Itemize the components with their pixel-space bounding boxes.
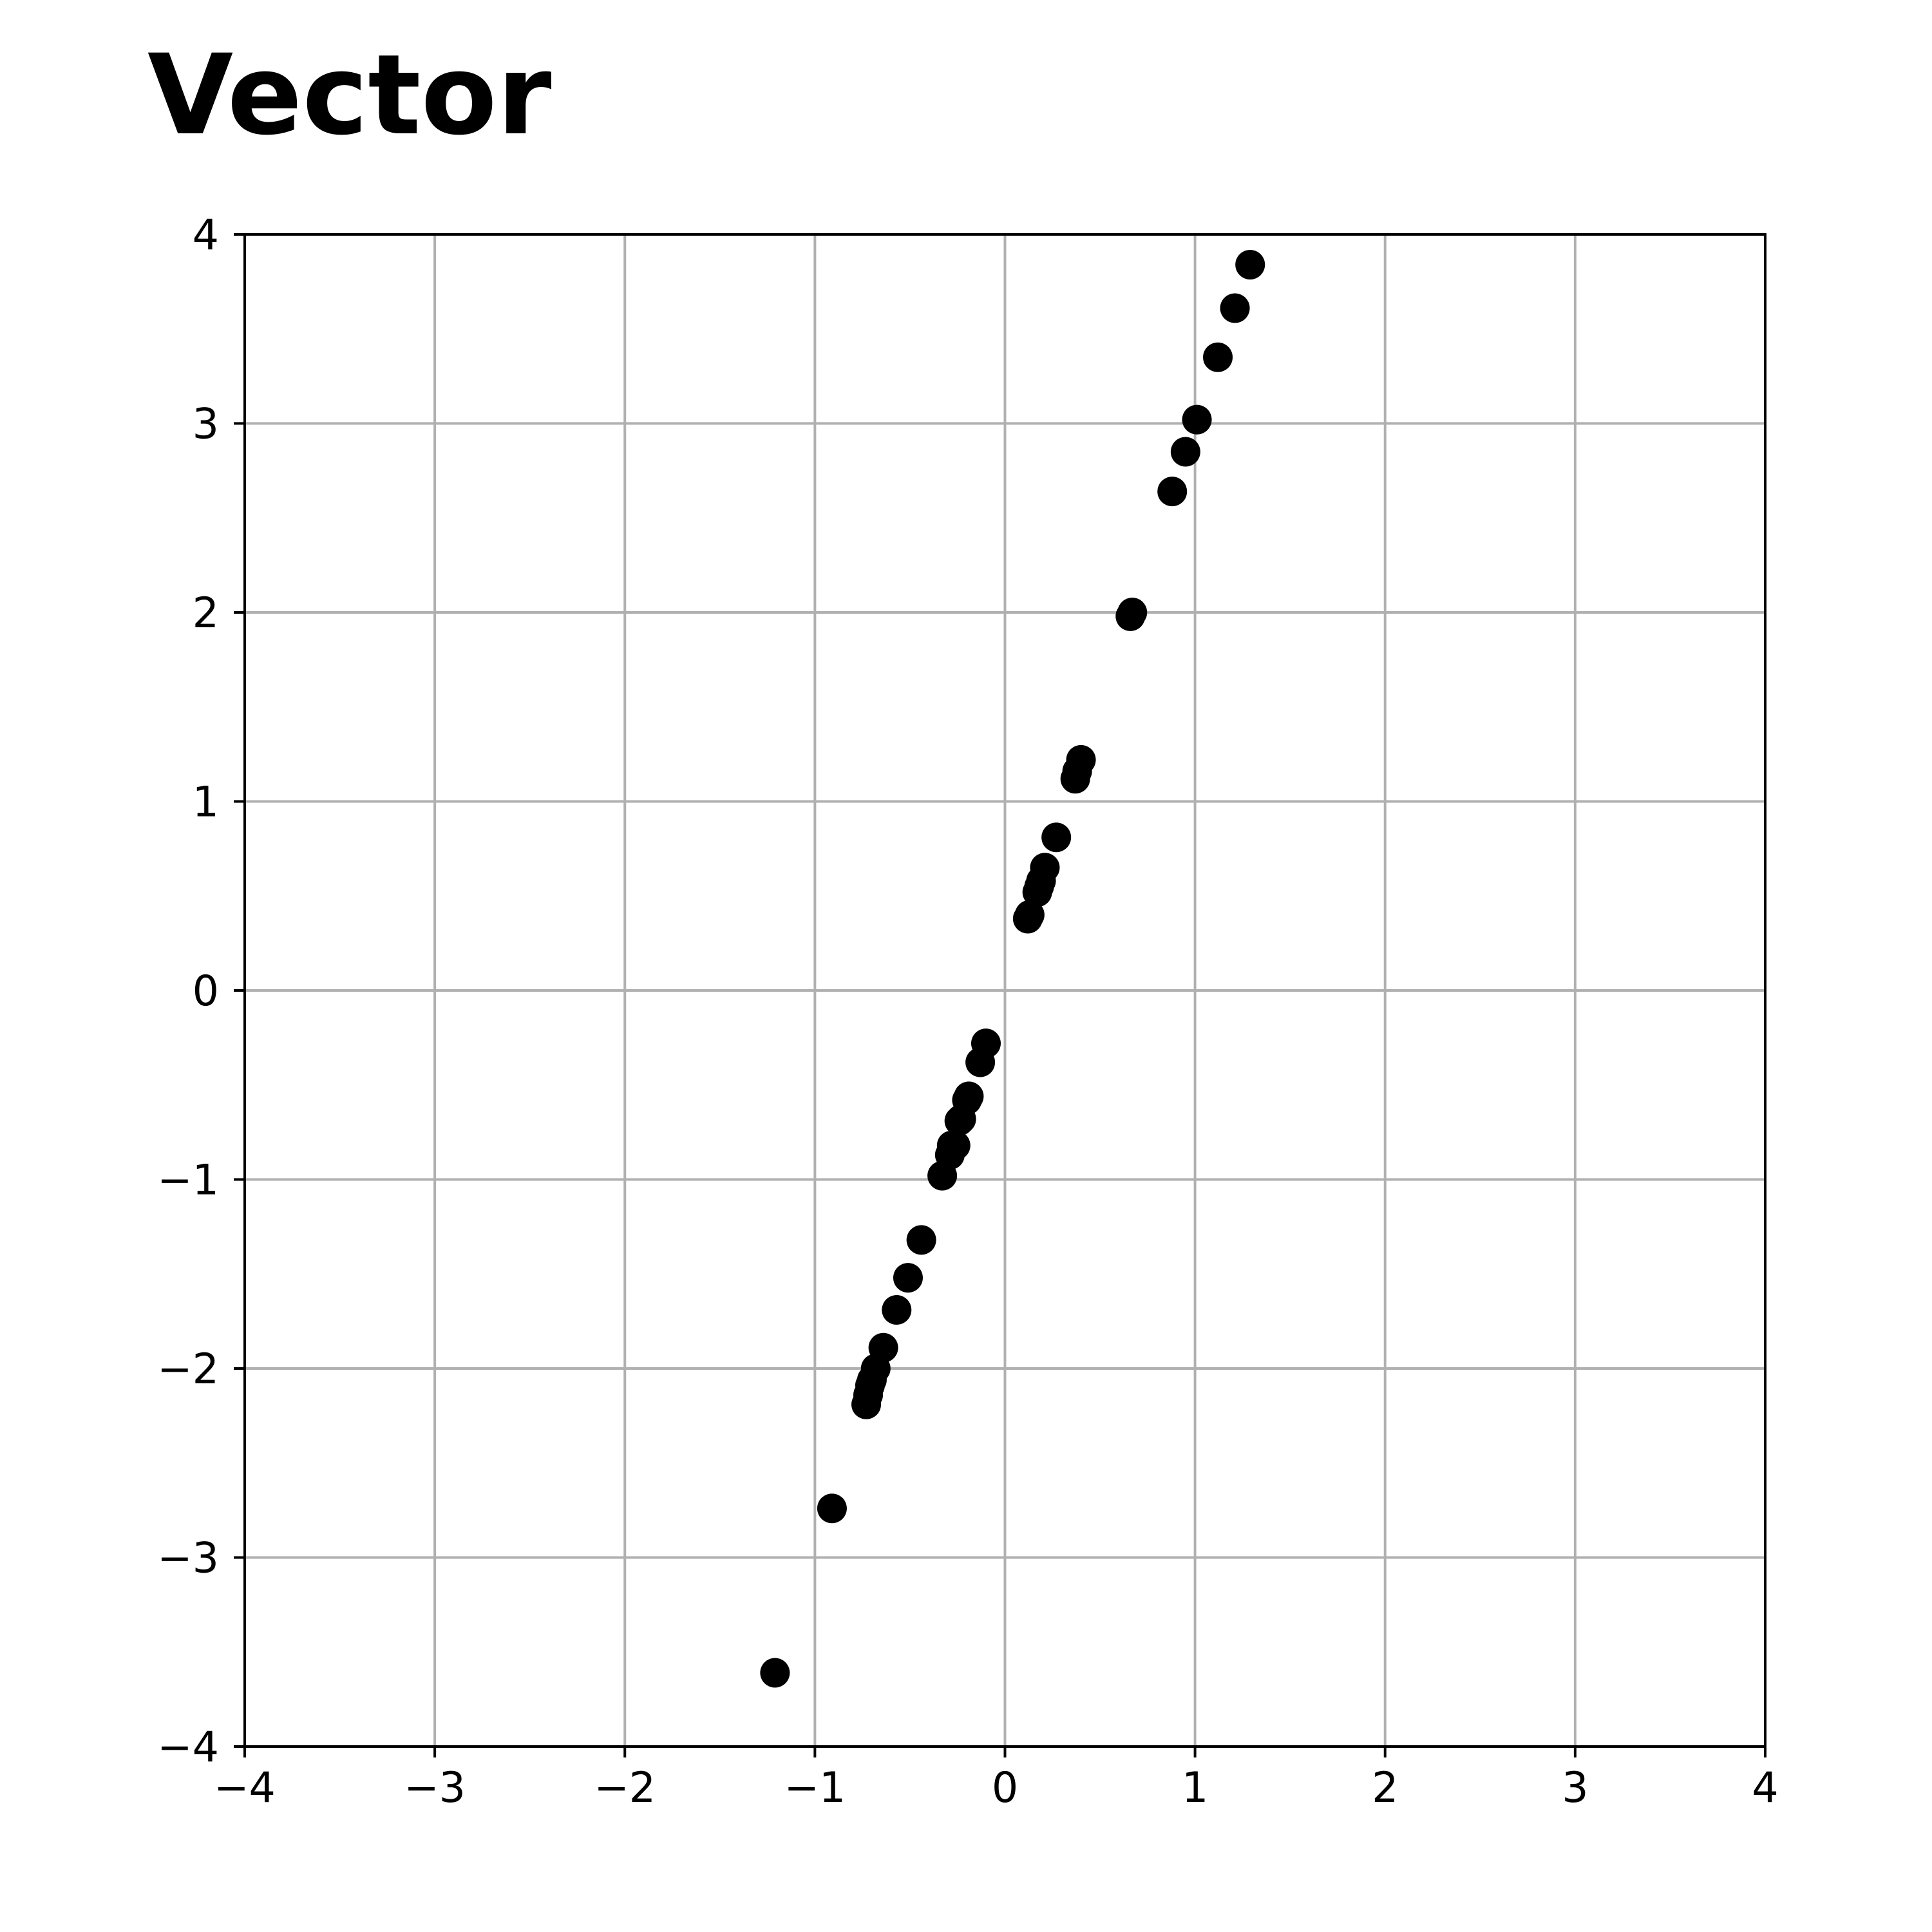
x-tick-label: −1 bbox=[784, 1764, 846, 1812]
y-tick-label: −2 bbox=[157, 1345, 219, 1394]
x-tick-label: 0 bbox=[992, 1764, 1018, 1812]
scatter-point bbox=[906, 1225, 936, 1255]
y-tick-label: 0 bbox=[193, 967, 219, 1016]
scatter-point bbox=[1014, 900, 1045, 930]
scatter-point bbox=[760, 1658, 790, 1688]
axis-ticks: −4 −3 −2 −1 0 1 2 3 4 −4 −3 −2 −1 0 1 2 3 4 bbox=[157, 211, 1779, 1812]
grid-lines bbox=[243, 233, 1766, 1748]
scatter-point bbox=[1203, 342, 1233, 372]
y-tick-label: −4 bbox=[157, 1723, 219, 1772]
scatter-point bbox=[1182, 404, 1212, 435]
scatter-point bbox=[1220, 293, 1250, 323]
scatter-point bbox=[940, 1130, 971, 1160]
y-tick-label: 2 bbox=[193, 589, 219, 638]
scatter-point bbox=[868, 1332, 898, 1363]
y-tick-label: −1 bbox=[157, 1157, 219, 1205]
x-tick-label: 4 bbox=[1752, 1764, 1778, 1812]
scatter-point bbox=[893, 1263, 923, 1293]
chart-title: Vector bbox=[147, 30, 552, 160]
scatter-point bbox=[882, 1295, 912, 1325]
scatter-point bbox=[1066, 744, 1096, 775]
x-tick-label: 1 bbox=[1182, 1764, 1208, 1812]
scatter-point bbox=[1235, 249, 1265, 279]
scatter-point bbox=[817, 1493, 847, 1524]
scatter-point bbox=[1041, 822, 1072, 853]
data-points bbox=[760, 249, 1265, 1688]
x-tick-label: 2 bbox=[1372, 1764, 1398, 1812]
scatter-point bbox=[1030, 853, 1060, 883]
x-tick-label: 3 bbox=[1562, 1764, 1588, 1812]
y-tick-label: 4 bbox=[193, 211, 219, 260]
scatter-point bbox=[1117, 598, 1148, 627]
y-tick-label: −3 bbox=[157, 1535, 219, 1583]
scatter-point bbox=[971, 1028, 1001, 1059]
x-tick-label: −2 bbox=[594, 1764, 656, 1812]
y-tick-label: 3 bbox=[193, 401, 219, 449]
y-tick-label: 1 bbox=[193, 779, 219, 827]
x-tick-label: −4 bbox=[214, 1764, 276, 1812]
x-tick-label: −3 bbox=[404, 1764, 466, 1812]
scatter-point bbox=[1157, 477, 1188, 507]
scatter-point bbox=[954, 1081, 984, 1112]
scatter-point bbox=[1170, 437, 1200, 467]
